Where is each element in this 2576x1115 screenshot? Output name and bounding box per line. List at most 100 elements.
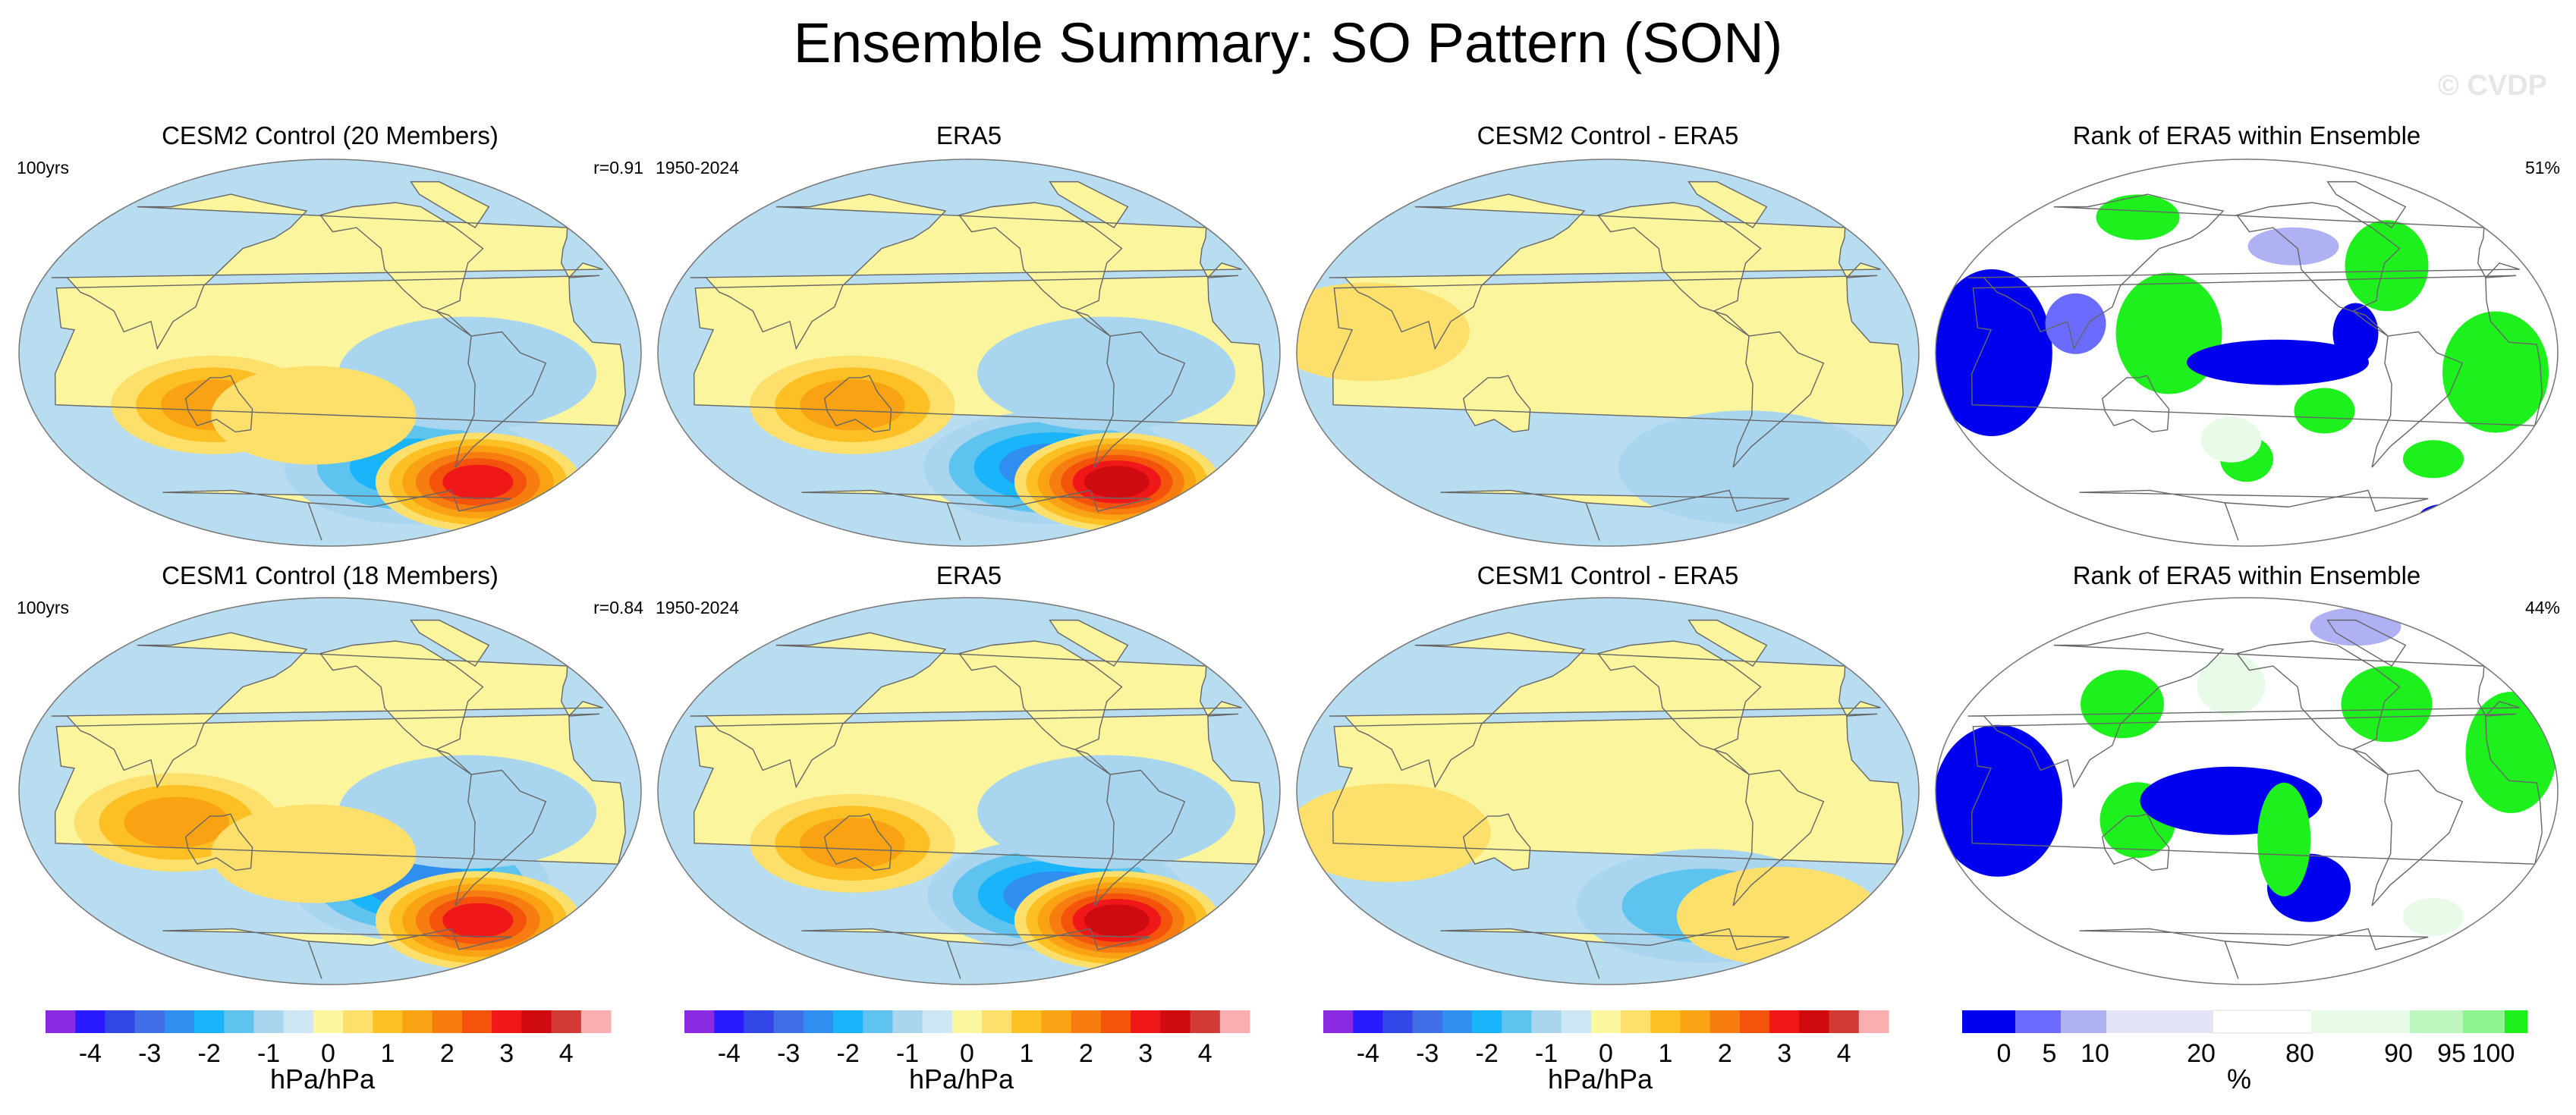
land-field <box>1463 375 1530 432</box>
positive-anomaly-contour <box>1676 866 1882 966</box>
coastline <box>51 193 603 350</box>
coastline <box>2236 640 2401 775</box>
colorbar-tick-label: -2 <box>198 1039 221 1068</box>
colorbar-tick-label: 3 <box>1138 1039 1153 1068</box>
map-border <box>1296 597 1920 985</box>
colorbar-tick-label: 20 <box>2187 1039 2216 1068</box>
coastline <box>801 489 1151 541</box>
colorbar-swatch <box>1382 1010 1414 1033</box>
colorbar-tick-label: 3 <box>1777 1039 1791 1068</box>
positive-anomaly-contour <box>800 379 905 431</box>
coastline <box>823 813 892 872</box>
coastline <box>1462 813 1531 872</box>
coastline <box>1967 632 2520 789</box>
coastline <box>1049 619 1129 667</box>
right-note-r1c4: 51% <box>2524 158 2560 177</box>
land-field <box>1440 490 1790 541</box>
colorbar-swatch <box>833 1010 863 1033</box>
colorbar-swatch <box>432 1010 463 1033</box>
coastline <box>184 375 253 433</box>
pattern-map-r2c2 <box>657 597 1281 985</box>
colorbar-tick-label: -3 <box>777 1039 800 1068</box>
colorbar-swatch <box>863 1010 893 1033</box>
rank-region <box>2345 220 2429 312</box>
colorbar-swatch <box>951 1010 983 1033</box>
coastline <box>823 375 892 433</box>
colorbar-swatch <box>283 1010 314 1033</box>
colorbar-swatch <box>313 1010 344 1033</box>
colorbar-swatch <box>773 1010 804 1033</box>
coastline <box>1687 181 1768 229</box>
land-field <box>162 928 512 979</box>
colorbar-swatch <box>1590 1010 1621 1033</box>
map-border <box>657 597 1281 985</box>
pattern-map-r1c3 <box>1296 159 1920 547</box>
colorbar-tick-label: 2 <box>1079 1039 1093 1068</box>
colorbar-swatch <box>402 1010 433 1033</box>
positive-anomaly-contour <box>800 818 905 869</box>
colorbar-swatch <box>1769 1010 1800 1033</box>
rank-region <box>2418 503 2480 531</box>
coastline <box>2371 769 2464 906</box>
colorbar-swatch <box>2463 1010 2505 1033</box>
pattern-colorbar-unit: hPa/hPa <box>269 1063 376 1095</box>
rank-region <box>2442 311 2549 433</box>
land-field <box>1329 194 1881 349</box>
colorbar-swatch <box>2212 1010 2312 1034</box>
land-field <box>410 620 489 667</box>
colorbar-swatch <box>1531 1010 1562 1033</box>
coastline <box>958 640 1123 775</box>
rank-region <box>2096 194 2180 240</box>
pattern-colorbar: -4 -3 -2 -1 0 1 2 3 4 <box>684 1010 1250 1068</box>
colorbar-swatch <box>2061 1010 2107 1033</box>
colorbar-swatch <box>2505 1010 2528 1033</box>
colorbar-swatch <box>982 1010 1012 1033</box>
colorbar-swatch <box>492 1010 522 1033</box>
colorbar-swatch <box>46 1010 76 1033</box>
rank-region <box>2465 692 2557 813</box>
colorbar-swatch <box>194 1010 225 1033</box>
rank-region <box>2200 416 2262 463</box>
colorbar-tick-label: -3 <box>138 1039 161 1068</box>
map-border <box>657 159 1281 547</box>
panel-title-r2c2: ERA5 <box>936 561 1002 589</box>
coastline <box>319 202 484 337</box>
coastline <box>1597 640 1762 775</box>
pattern-map-r1c1 <box>18 159 642 547</box>
coastline <box>1687 619 1768 667</box>
coastline <box>410 619 490 667</box>
colorbar-tick-label: 5 <box>2043 1039 2057 1068</box>
colorbar-tick-label: 2 <box>1718 1039 1732 1068</box>
rank-region <box>2403 440 2464 479</box>
pattern-colorbar-unit: hPa/hPa <box>908 1063 1014 1095</box>
rank-colorbar: 0 5 10 20 80 90 95 100 <box>1962 1010 2528 1068</box>
coastline <box>690 632 1242 789</box>
colorbar-swatch <box>1502 1010 1532 1033</box>
land-field <box>1329 633 1881 787</box>
colorbar-swatch <box>1561 1010 1592 1033</box>
coastline <box>1093 769 1186 906</box>
colorbar-swatch <box>373 1010 404 1033</box>
rank-region <box>2257 782 2311 897</box>
panel-title-r2c3: CESM1 Control - ERA5 <box>1477 561 1739 589</box>
rank-region <box>2197 654 2266 715</box>
colorbar-swatch <box>1323 1010 1354 1033</box>
colorbar-tick-label: 100 <box>2472 1039 2515 1068</box>
pattern-colorbar-unit: hPa/hPa <box>1547 1063 1653 1095</box>
left-note-r2c1: 100yrs <box>17 598 70 617</box>
pattern-colorbar: -4 -3 -2 -1 0 1 2 3 4 <box>1323 1010 1889 1068</box>
coastline <box>1329 193 1881 350</box>
colorbar-swatch <box>744 1010 775 1033</box>
coastline <box>690 193 1242 350</box>
rank-region <box>2247 227 2339 265</box>
cvdp-watermark: © CVDP <box>2437 70 2547 102</box>
colorbar-swatch <box>2106 1010 2213 1033</box>
land-field <box>690 194 1242 349</box>
colorbar-tick-label: -4 <box>1357 1039 1379 1068</box>
land-field <box>51 633 603 787</box>
coastline <box>2079 489 2429 541</box>
colorbar-swatch <box>75 1010 105 1033</box>
coastline <box>162 489 512 541</box>
coastline <box>319 640 484 775</box>
rank-map-r1c4 <box>1935 159 2559 547</box>
